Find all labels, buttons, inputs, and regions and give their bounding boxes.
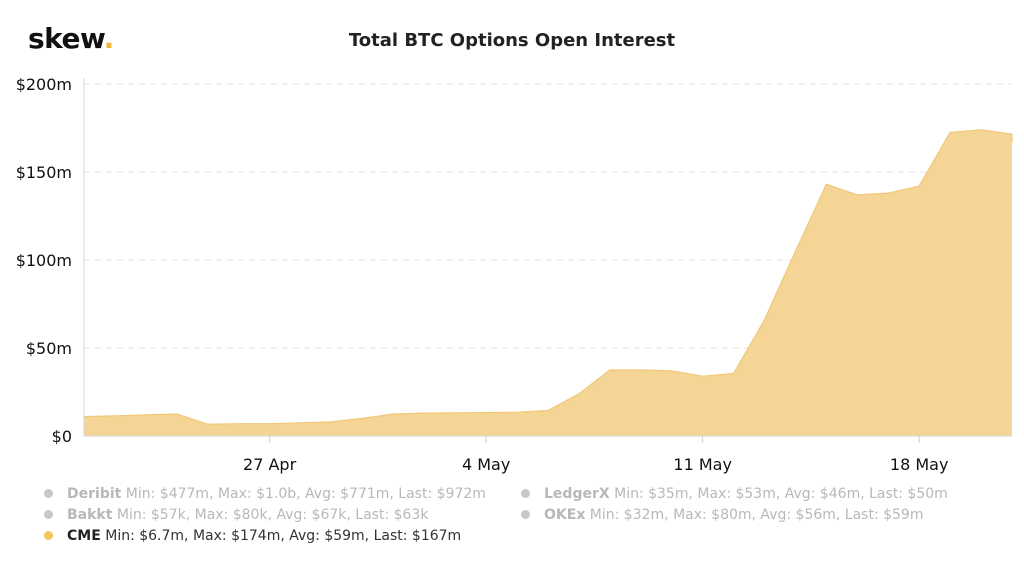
skew-logo: skew. xyxy=(28,22,114,55)
legend-stats: Min: $477m, Max: $1.0b, Avg: $771m, Last… xyxy=(125,486,486,502)
legend-stats: Min: $6.7m, Max: $174m, Avg: $59m, Last:… xyxy=(105,528,462,544)
legend-stats: Min: $35m, Max: $53m, Avg: $46m, Last: $… xyxy=(614,486,948,502)
legend-stats: Min: $57k, Max: $80k, Avg: $67k, Last: $… xyxy=(116,507,429,523)
line-series-cme xyxy=(83,129,1013,425)
chart-title: Total BTC Options Open Interest xyxy=(348,30,676,51)
legend-marker-icon xyxy=(44,509,53,519)
legend-name: Bakkt xyxy=(67,507,113,523)
legend-name: Deribit xyxy=(67,486,122,502)
area-series-cme xyxy=(84,129,1012,437)
axes xyxy=(83,78,1012,437)
legend-name: CME xyxy=(67,528,101,544)
x-tick-label: 18 May xyxy=(890,455,949,474)
y-tick-label: $150m xyxy=(16,163,72,182)
legend-marker-icon xyxy=(521,488,530,498)
y-tick-label: $50m xyxy=(26,339,72,358)
legend-item-cme[interactable]: CME Min: $6.7m, Max: $174m, Avg: $59m, L… xyxy=(44,528,461,544)
legend-marker-icon xyxy=(521,509,530,519)
x-tick-label: 4 May xyxy=(462,455,510,474)
open-interest-chart: $0 $50m $100m $150m $200m 27 Apr 4 May 11 May 1… xyxy=(16,75,1013,474)
series-area xyxy=(83,129,1013,437)
legend-marker-icon xyxy=(44,530,53,540)
y-tick-label: $200m xyxy=(16,75,72,94)
y-tick-label: $100m xyxy=(16,251,72,270)
legend-stats: Min: $32m, Max: $80m, Avg: $56m, Last: $… xyxy=(589,507,924,523)
legend-name: LedgerX xyxy=(544,486,610,502)
y-tick-label: $0 xyxy=(52,427,72,446)
legend-item-deribit[interactable]: Deribit Min: $477m, Max: $1.0b, Avg: $77… xyxy=(44,486,486,502)
x-tick-label: 27 Apr xyxy=(243,455,297,474)
y-axis-ticks: $0 $50m $100m $150m $200m xyxy=(16,75,72,446)
legend-item-okex[interactable]: OKEx Min: $32m, Max: $80m, Avg: $56m, La… xyxy=(521,507,923,523)
legend-name: OKEx xyxy=(544,507,586,523)
legend-marker-icon xyxy=(44,488,53,498)
legend-item-bakkt[interactable]: Bakkt Min: $57k, Max: $80k, Avg: $67k, L… xyxy=(44,507,428,523)
logo-text: skew xyxy=(28,22,104,55)
logo-dot: . xyxy=(103,22,115,55)
x-axis-ticks: 27 Apr 4 May 11 May 18 May xyxy=(243,436,948,474)
legend-item-ledgerx[interactable]: LedgerX Min: $35m, Max: $53m, Avg: $46m,… xyxy=(521,486,948,502)
x-tick-label: 11 May xyxy=(673,455,732,474)
